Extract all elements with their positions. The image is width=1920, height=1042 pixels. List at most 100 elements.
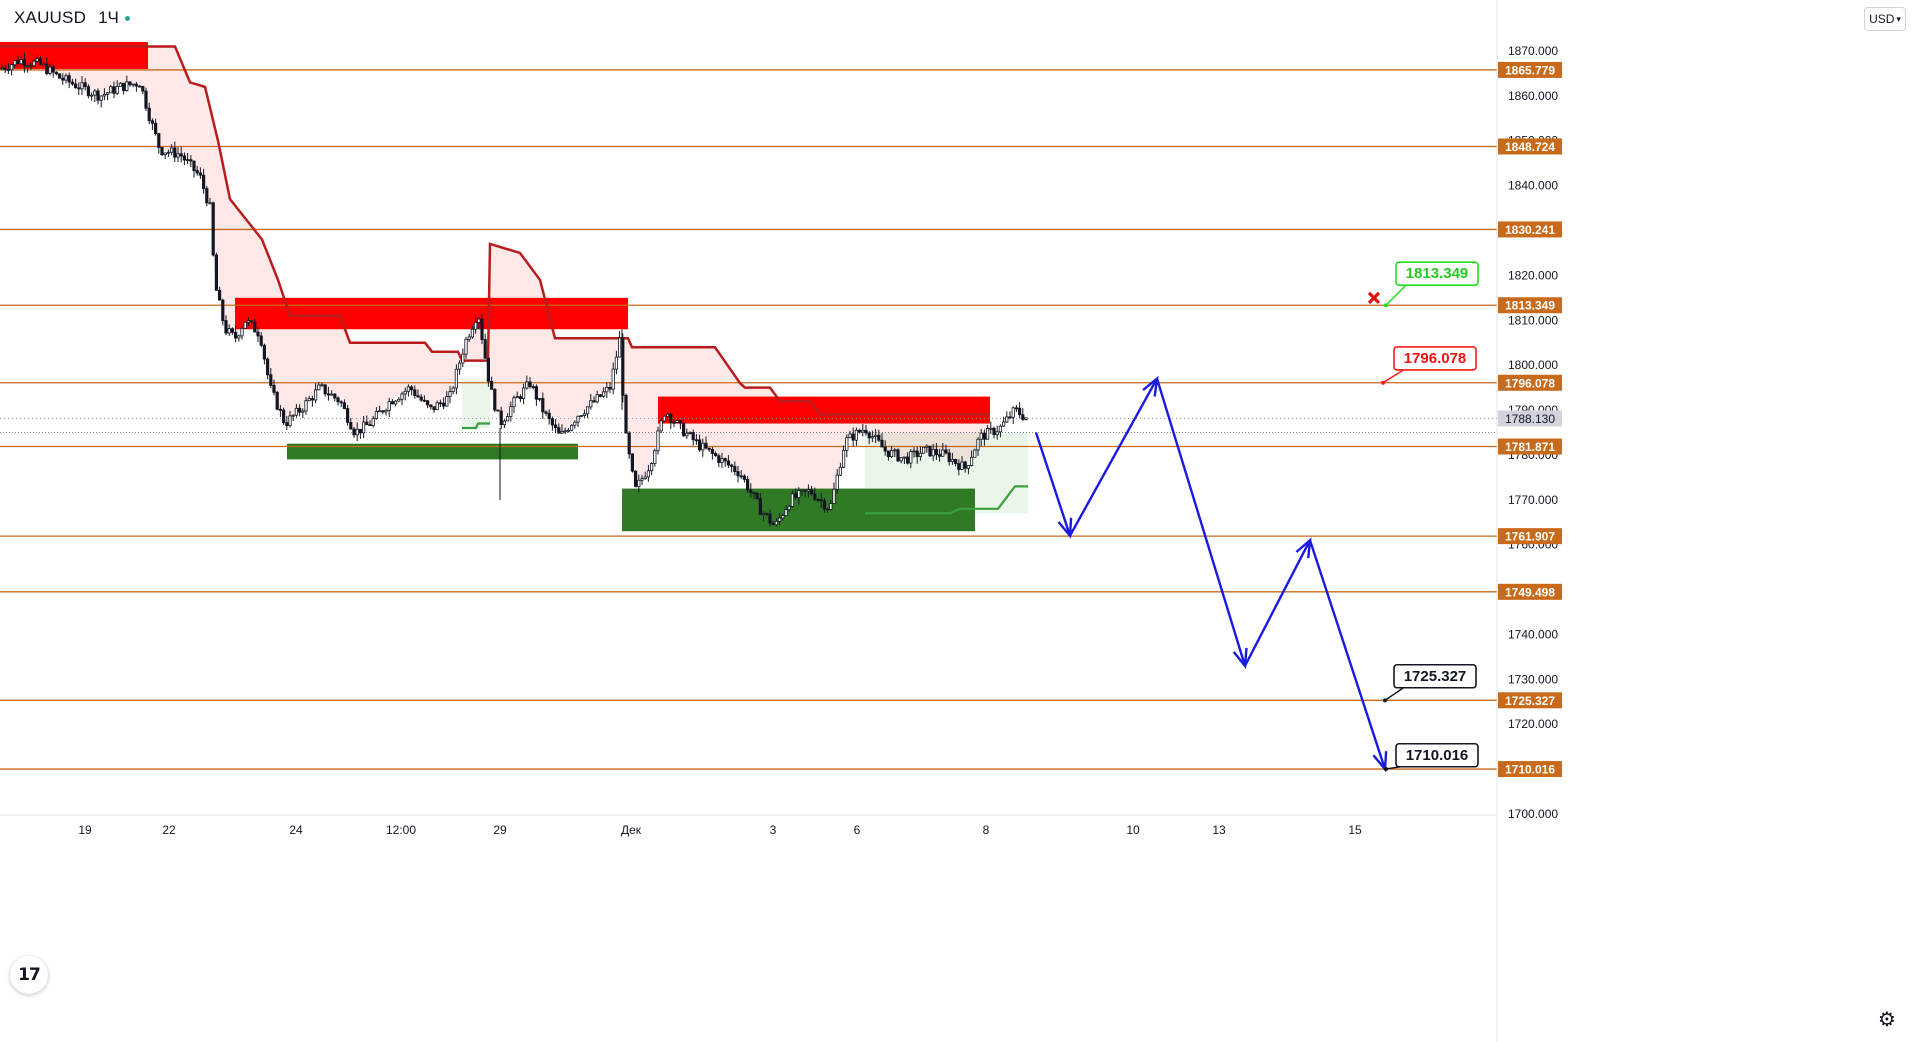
projection-segment-5[interactable] <box>1308 539 1387 770</box>
support-zone-1[interactable] <box>287 443 578 460</box>
candle-body <box>899 457 903 462</box>
candle <box>781 513 785 521</box>
candle <box>899 457 903 464</box>
candle-body <box>419 396 423 401</box>
candle <box>505 412 510 422</box>
level-price-badge: 1749.498 <box>1498 583 1562 600</box>
candle <box>294 403 299 418</box>
candle <box>944 444 948 455</box>
candle <box>285 415 289 431</box>
candle <box>147 102 151 124</box>
projection-segment-4[interactable] <box>1243 539 1312 667</box>
candle-body <box>1011 407 1015 418</box>
candle-body <box>342 402 347 409</box>
candle <box>483 333 487 359</box>
candle <box>726 455 731 469</box>
candle <box>730 463 734 473</box>
candle-body <box>749 489 753 493</box>
candle-body <box>80 82 84 90</box>
level-price-badge: 1813.349 <box>1498 297 1562 314</box>
candle-body <box>947 452 951 462</box>
candle-body <box>598 394 603 397</box>
candle <box>307 395 311 402</box>
candle <box>106 91 110 101</box>
candle <box>240 325 244 340</box>
candle-body <box>848 433 852 439</box>
callout-3[interactable]: 1725.327 <box>1383 663 1477 703</box>
candle <box>714 451 718 457</box>
callout-anchor <box>1381 380 1385 385</box>
candle-body <box>70 81 74 85</box>
candle <box>381 409 385 415</box>
candle-body <box>377 410 382 413</box>
candle <box>742 474 747 483</box>
candle <box>9 62 14 76</box>
candle <box>838 462 843 477</box>
symbol-name[interactable]: XAUUSD <box>14 8 87 27</box>
candle <box>928 445 932 458</box>
candle <box>966 465 971 475</box>
callout-2[interactable]: 1796.078 <box>1381 346 1477 385</box>
candle <box>896 448 900 462</box>
candle <box>74 78 78 89</box>
currency-button[interactable]: USD ▾ <box>1864 7 1906 31</box>
candle-body <box>112 86 116 94</box>
candle-body <box>352 428 356 436</box>
candle <box>557 423 561 434</box>
candle-body <box>790 493 795 507</box>
gear-icon[interactable]: ⚙ <box>1878 1008 1896 1031</box>
candle <box>464 336 468 359</box>
candle-body <box>429 404 433 408</box>
projection-segment-1[interactable] <box>1034 432 1072 537</box>
close-icon[interactable] <box>1367 291 1381 304</box>
candle-body <box>361 421 366 434</box>
candle-body <box>842 449 846 468</box>
projection-segment-3[interactable] <box>1155 378 1247 667</box>
candle <box>195 165 199 176</box>
callout-4[interactable]: 1710.016 <box>1384 742 1479 772</box>
callout-1[interactable]: 1813.349 <box>1384 261 1479 308</box>
x-tick-label: 12:00 <box>386 823 416 837</box>
candle <box>342 399 347 410</box>
candle <box>563 427 567 435</box>
candle-body <box>1005 416 1009 423</box>
candle-body <box>890 450 894 457</box>
candle <box>301 408 305 419</box>
candle-body <box>496 409 500 412</box>
projection-segment-2[interactable] <box>1068 378 1159 537</box>
candle <box>576 415 580 428</box>
callout-box <box>1395 742 1479 768</box>
candle <box>409 385 414 396</box>
resistance-zone-3[interactable] <box>658 396 990 424</box>
y-tick-label: 1770.000 <box>1508 493 1558 507</box>
candle-body <box>838 466 843 476</box>
candle <box>320 382 324 387</box>
symbol-header[interactable]: XAUUSD 1Ч <box>10 6 134 30</box>
resistance-zone-2[interactable] <box>235 297 628 330</box>
candle-body <box>336 397 340 403</box>
candle-body <box>227 328 231 334</box>
candle <box>710 446 715 460</box>
candle <box>29 62 33 70</box>
candle <box>115 80 119 95</box>
candle-body <box>755 492 759 500</box>
tradingview-logo[interactable]: 17 <box>10 956 48 994</box>
candle-body <box>650 463 654 472</box>
resistance-trail <box>0 45 990 416</box>
candle-body <box>864 429 868 434</box>
candle-body <box>163 152 167 156</box>
candle <box>787 504 791 512</box>
interval-label[interactable]: 1Ч <box>98 8 119 27</box>
candle <box>704 436 708 450</box>
badge-text: 1788.130 <box>1505 412 1555 426</box>
candle-body <box>441 402 446 407</box>
candle-body <box>387 401 391 411</box>
callout-text: 1796.078 <box>1404 350 1467 367</box>
candle-body <box>560 430 564 434</box>
badge-bg <box>1498 61 1562 78</box>
candle <box>806 484 811 498</box>
candle-body <box>83 82 87 87</box>
candle <box>189 155 193 168</box>
candle <box>842 445 846 469</box>
